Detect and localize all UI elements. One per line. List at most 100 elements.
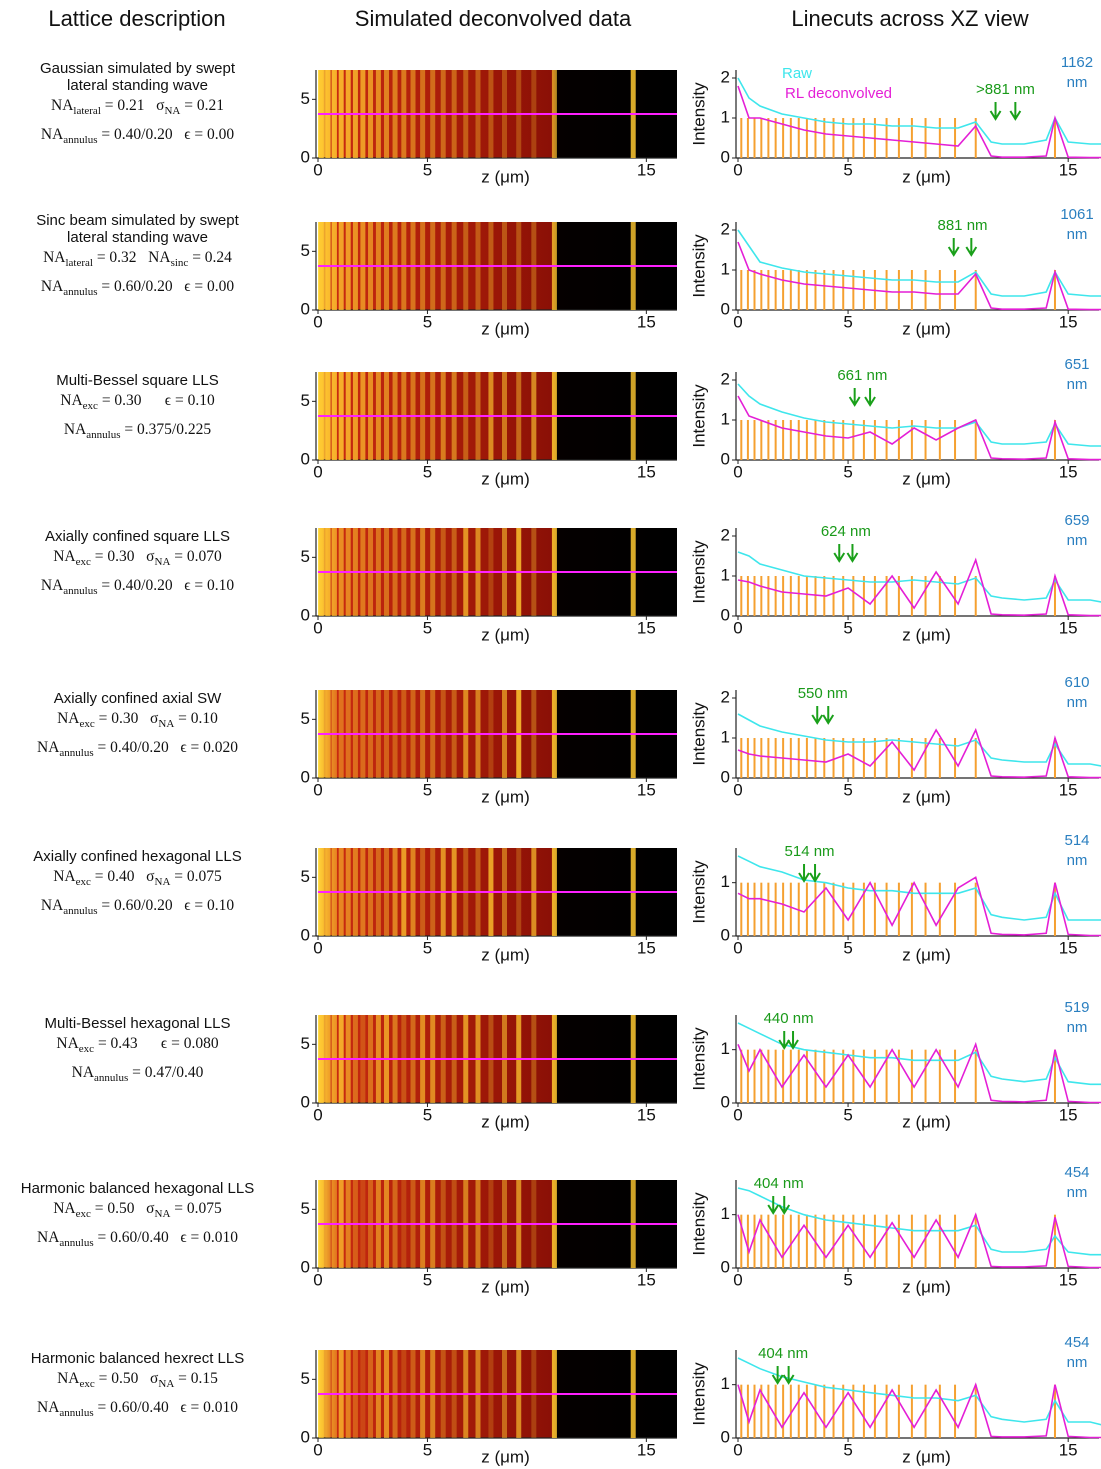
description-title: Sinc beam simulated by swept	[36, 212, 239, 229]
lattice-description: Axially confined axial SW NAexc = 0.30 σN…	[0, 690, 275, 765]
x-tick-label: 5	[843, 1270, 852, 1289]
description-params: NAexc = 0.30 ϵ = 0.10	[0, 389, 275, 418]
annotation: >881 nm	[976, 81, 1035, 98]
lattice-description: Axially confined square LLS NAexc = 0.30 …	[0, 528, 275, 603]
y-tick-label: 1	[721, 1039, 730, 1058]
param-text: = 0.30 σ	[94, 710, 159, 727]
resolution-label: nm	[1067, 694, 1088, 711]
y-axis-label: Intensity	[689, 860, 708, 924]
annotation: 661 nm	[837, 367, 887, 384]
y-tick-label: 0	[721, 147, 730, 166]
x-axis-label: z (μm)	[481, 469, 530, 488]
x-tick-label: 15	[637, 160, 656, 179]
param-subscript: NA	[164, 105, 181, 118]
arrow	[767, 1196, 780, 1215]
param-text: NA	[53, 1200, 76, 1217]
y-tick-label: 0	[301, 299, 310, 318]
y-tick-label: 0	[301, 1427, 310, 1446]
x-tick-label: 0	[733, 618, 742, 637]
x-tick-label: 5	[423, 938, 432, 957]
y-tick-label: 0	[721, 1092, 730, 1111]
param-subscript: exc	[75, 876, 91, 889]
param-subscript: NA	[154, 1208, 171, 1221]
y-tick-label: 0	[721, 605, 730, 624]
x-tick-label: 5	[423, 1270, 432, 1289]
y-tick-label: 0	[301, 605, 310, 624]
param-text: NA	[53, 548, 76, 565]
x-tick-label: 5	[843, 1440, 852, 1459]
description-params: NAannulus = 0.60/0.20 ϵ = 0.10	[0, 894, 275, 923]
param-subscript: exc	[75, 556, 91, 569]
x-tick-label: 5	[843, 938, 852, 957]
description-params: NAannulus = 0.375/0.225	[0, 418, 275, 447]
lattice-description: Axially confined hexagonal LLS NAexc = 0.…	[0, 848, 275, 923]
x-tick-label: 15	[1059, 160, 1078, 179]
series-line	[737, 1382, 1101, 1439]
annotation: 404 nm	[754, 1175, 804, 1192]
y-axis-label: Intensity	[689, 540, 708, 604]
param-subscript: exc	[79, 718, 95, 731]
x-axis-label: z (μm)	[902, 1112, 951, 1131]
series-line	[737, 241, 1101, 311]
x-tick-label: 0	[313, 312, 322, 331]
y-tick-label: 1	[721, 107, 730, 126]
param-text: = 0.47/0.40	[128, 1064, 204, 1082]
y-tick-label: 0	[301, 1257, 310, 1276]
x-tick-label: 0	[733, 1440, 742, 1459]
param-text: NA	[60, 392, 83, 409]
description-params: NAannulus = 0.40/0.20 ϵ = 0.00	[0, 123, 275, 152]
param-text: = 0.40 σ	[90, 868, 155, 885]
description-params: NAexc = 0.50 σNA = 0.15	[0, 1367, 275, 1396]
description-params: NAannulus = 0.60/0.20 ϵ = 0.00	[0, 275, 275, 304]
x-tick-label: 5	[423, 1105, 432, 1124]
param-text: = 0.21 σ	[100, 97, 165, 114]
arrow	[811, 706, 824, 725]
description-title: Axially confined square LLS	[44, 528, 231, 545]
arrow	[771, 1366, 784, 1385]
lattice-description: Harmonic balanced hexrect LLS NAexc = 0.5…	[0, 1350, 275, 1425]
param-text: = 0.50 σ	[90, 1200, 155, 1217]
y-tick-label: 1	[721, 565, 730, 584]
x-tick-label: 5	[843, 312, 852, 331]
param-text: = 0.40/0.20 ϵ = 0.020	[93, 739, 238, 757]
param-text: NA	[37, 739, 60, 757]
x-axis-label: z (μm)	[481, 945, 530, 964]
y-tick-label: 1	[721, 872, 730, 891]
param-subscript: annulus	[86, 429, 121, 442]
param-text: NA	[63, 421, 87, 439]
legend-label: Raw	[782, 65, 812, 82]
arrow	[1009, 102, 1022, 121]
param-text: NA	[53, 868, 76, 885]
description-title: lateral standing wave	[67, 229, 208, 246]
arrow	[989, 102, 1002, 121]
column-header: Lattice description	[48, 6, 226, 31]
param-subscript: annulus	[94, 1072, 129, 1085]
arrow	[809, 864, 821, 883]
resolution-label: nm	[1067, 1184, 1088, 1201]
y-tick-label: 2	[721, 525, 730, 544]
x-tick-label: 0	[733, 312, 742, 331]
lattice-description: Harmonic balanced hexagonal LLS NAexc = 0…	[0, 1180, 275, 1255]
x-tick-label: 15	[1059, 312, 1078, 331]
param-text: NA	[51, 97, 74, 114]
resolution-label: nm	[1067, 1019, 1088, 1036]
param-text: = 0.30 σ	[90, 548, 155, 565]
y-axis-label: Intensity	[689, 82, 708, 146]
series-line	[737, 855, 1101, 921]
resolution-label: nm	[1067, 376, 1088, 393]
param-text: = 0.075	[170, 868, 222, 885]
x-tick-label: 0	[313, 462, 322, 481]
lattice-description: Multi-Bessel square LLS NAexc = 0.30 ϵ = …	[0, 372, 275, 447]
x-tick-label: 15	[637, 780, 656, 799]
param-text: = 0.075	[170, 1200, 222, 1217]
arrow	[787, 1031, 799, 1050]
y-tick-label: 0	[721, 925, 730, 944]
description-title: Axially confined axial SW	[53, 690, 222, 707]
series-line	[737, 876, 1101, 937]
x-tick-label: 15	[637, 1440, 656, 1459]
y-tick-label: 5	[301, 241, 310, 260]
x-tick-label: 15	[637, 618, 656, 637]
description-params: NAexc = 0.30 σNA = 0.10	[0, 707, 275, 736]
x-tick-label: 5	[423, 618, 432, 637]
column-header: Simulated deconvolved data	[354, 6, 632, 31]
